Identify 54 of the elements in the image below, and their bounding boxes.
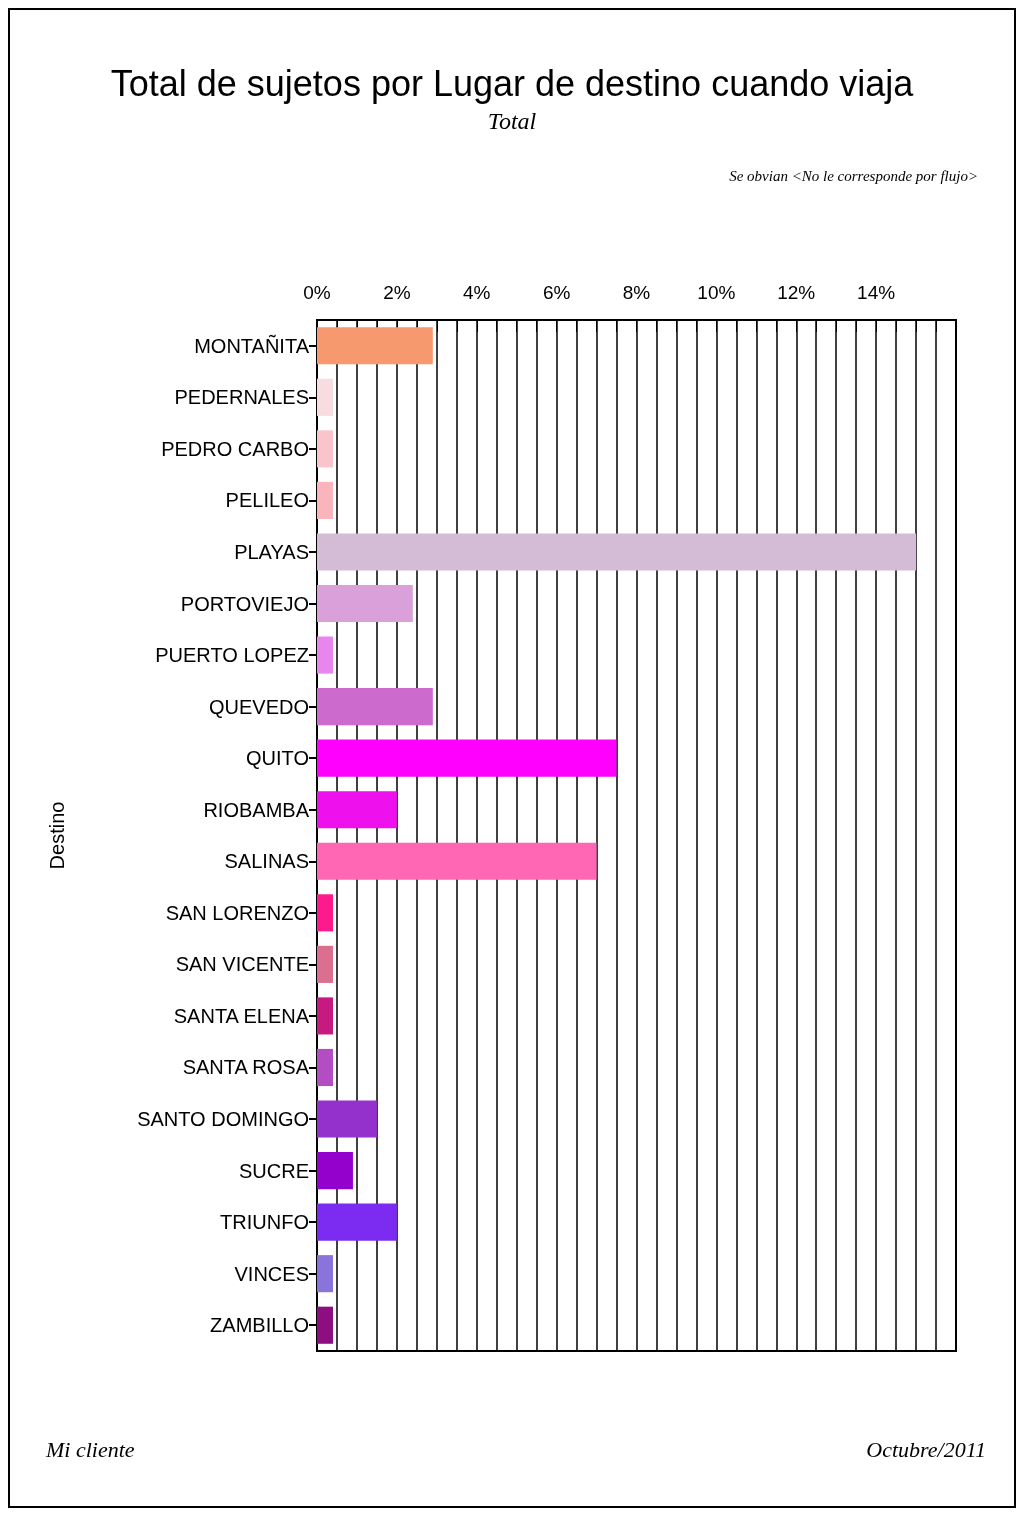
bar xyxy=(317,1100,377,1138)
y-tick-label: SUCRE xyxy=(238,1159,309,1182)
y-tick-label: TRIUNFO xyxy=(220,1211,309,1234)
x-tick-label: 12% xyxy=(777,282,816,303)
bar xyxy=(317,1255,333,1293)
bar xyxy=(317,430,333,468)
text: Octubre/2011 xyxy=(866,1436,987,1462)
bar xyxy=(317,997,333,1035)
y-tick-label: RIOBAMBA xyxy=(203,798,310,821)
y-tick-label: VINCES xyxy=(234,1262,309,1285)
bar xyxy=(317,636,333,674)
y-tick-label: SANTA ELENA xyxy=(173,1004,310,1027)
y-axis-title: Destino xyxy=(46,801,68,870)
y-tick-label: QUITO xyxy=(246,747,309,770)
bar xyxy=(317,945,333,983)
y-tick-label: PEDERNALES xyxy=(174,386,309,409)
y-tick-label: PELILEO xyxy=(225,489,309,512)
bar xyxy=(317,1306,333,1344)
y-tick-label: SALINAS xyxy=(224,850,309,873)
y-tick-label: SANTA ROSA xyxy=(182,1056,310,1079)
bar xyxy=(317,842,597,880)
bar xyxy=(317,481,333,519)
bar xyxy=(317,1203,397,1241)
text: Se obvian <No le corresponde por flujo> xyxy=(729,167,978,184)
y-tick-label: PORTOVIEJO xyxy=(180,592,309,615)
y-tick-label: SAN VICENTE xyxy=(175,953,309,976)
bar xyxy=(317,1048,333,1087)
bar xyxy=(317,533,917,571)
x-tick-label: 0% xyxy=(303,282,331,303)
x-tick-label: 4% xyxy=(463,282,491,303)
bar xyxy=(317,378,333,416)
y-tick-label: PLAYAS xyxy=(234,540,309,563)
chart-subtitle: Total xyxy=(487,108,537,134)
x-tick-label: 10% xyxy=(697,282,736,303)
chart-title: Total de sujetos por Lugar de destino cuando viaja xyxy=(110,62,915,104)
x-tick-label: 8% xyxy=(622,282,651,303)
y-tick-label: SANTO DOMINGO xyxy=(137,1108,309,1131)
y-tick-label: MONTAÑITA xyxy=(194,333,310,357)
bar xyxy=(317,894,333,932)
x-tick-label: 6% xyxy=(542,282,571,303)
x-tick-label: 2% xyxy=(383,282,411,303)
bar xyxy=(317,791,397,829)
y-tick-label: SAN LORENZO xyxy=(165,901,309,924)
y-tick-label: PUERTO LOPEZ xyxy=(155,644,309,667)
bar xyxy=(317,584,413,623)
x-tick-label: 14% xyxy=(857,282,896,303)
y-tick-label: PEDRO CARBO xyxy=(161,437,309,460)
y-tick-label: QUEVEDO xyxy=(208,695,309,718)
bar xyxy=(317,688,433,726)
bar xyxy=(317,1152,353,1190)
y-tick-label: ZAMBILLO xyxy=(210,1314,309,1337)
text: Mi cliente xyxy=(45,1436,135,1462)
bar xyxy=(317,739,617,777)
bar xyxy=(317,327,433,365)
